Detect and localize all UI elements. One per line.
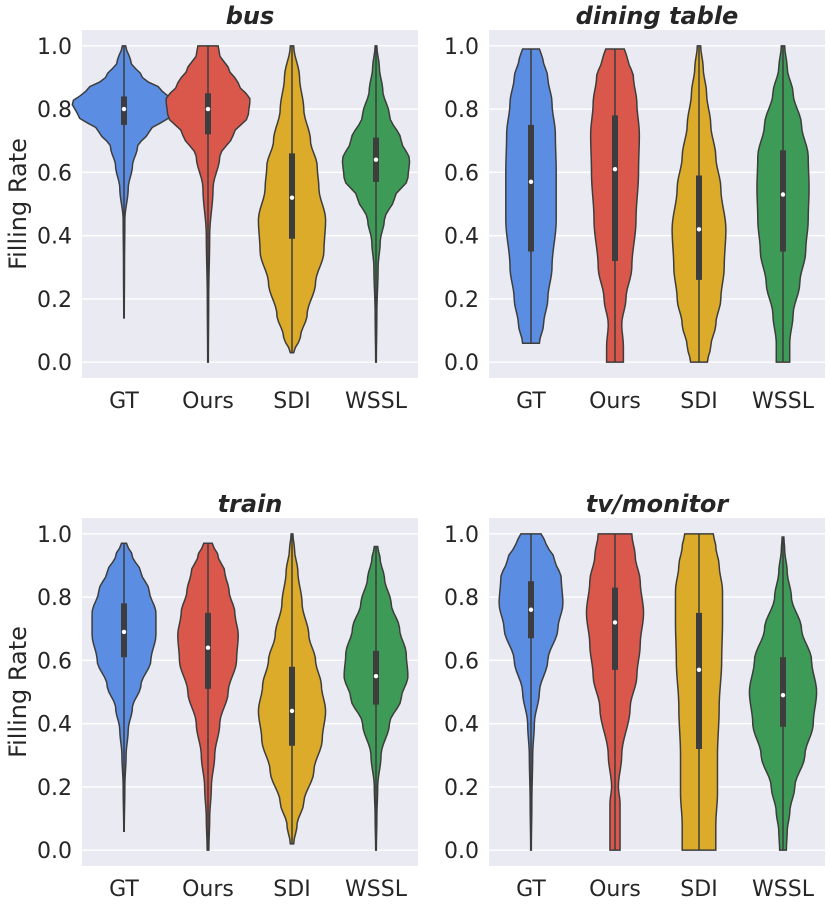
x-tick-label: Ours	[589, 877, 641, 902]
y-tick-label: 0.6	[444, 161, 479, 186]
violin-median-marker	[121, 629, 127, 635]
y-tick-label: 0.0	[444, 839, 479, 864]
chart-panel-1: 0.0 0.2 0.4 0.6 0.8 1.0 GT Ours SDI WSSL bus Fillin…	[4, 2, 418, 414]
y-tick-label: 0.2	[444, 288, 479, 313]
violin-median-marker	[696, 667, 702, 673]
x-tick-label: SDI	[680, 877, 717, 902]
x-tick-label: GT	[109, 389, 139, 414]
violin-median-marker	[612, 167, 618, 172]
y-tick-label: 0.0	[37, 351, 72, 376]
y-axis-label: Filling Rate	[4, 138, 32, 270]
y-tick-label: 0.8	[37, 586, 72, 611]
x-tick-label: SDI	[273, 389, 310, 414]
violin-median-marker	[612, 620, 618, 625]
violin-median-marker	[121, 106, 127, 112]
y-tick-label: 0.6	[37, 649, 72, 674]
x-tick-label: WSSL	[752, 389, 815, 414]
y-tick-label: 0.6	[37, 161, 72, 186]
chart-title: dining table	[576, 2, 739, 30]
x-tick-label: Ours	[589, 389, 641, 414]
y-tick-label: 1.0	[37, 35, 72, 60]
chart-panel-2: 0.0 0.2 0.4 0.6 0.8 1.0 GT Ours SDI WSSL dining ta…	[444, 2, 825, 414]
y-tick-label: 0.0	[444, 351, 479, 376]
x-tick-label: GT	[516, 389, 546, 414]
x-tick-label: Ours	[182, 389, 234, 414]
y-tick-label: 0.4	[444, 713, 479, 738]
chart-title: bus	[226, 2, 275, 30]
y-tick-label: 1.0	[444, 35, 479, 60]
y-tick-label: 0.2	[37, 776, 72, 801]
x-tick-label: GT	[516, 877, 546, 902]
y-tick-label: 0.0	[37, 839, 72, 864]
y-tick-label: 0.8	[37, 98, 72, 123]
y-tick-label: 1.0	[37, 523, 72, 548]
violin-median-marker	[696, 227, 702, 232]
violin-median-marker	[528, 607, 534, 612]
chart-panel-4: 0.0 0.2 0.4 0.6 0.8 1.0 GT Ours SDI WSSL tv/monito…	[444, 490, 825, 902]
y-tick-label: 0.8	[444, 98, 479, 123]
violin-median-marker	[205, 645, 211, 650]
chart-title: tv/monitor	[586, 490, 731, 518]
violin-median-marker	[373, 157, 379, 162]
x-tick-label: WSSL	[345, 389, 408, 414]
chart-title: train	[218, 490, 283, 518]
violin-median-marker	[373, 673, 379, 679]
violin-median-marker	[780, 692, 786, 698]
y-axis-label: Filling Rate	[4, 626, 32, 758]
chart-panel-3: 0.0 0.2 0.4 0.6 0.8 1.0 GT Ours SDI WSSL train Fill…	[4, 490, 418, 902]
x-tick-label: GT	[109, 877, 139, 902]
y-tick-label: 0.4	[444, 225, 479, 250]
y-tick-label: 0.4	[37, 713, 72, 738]
x-tick-label: SDI	[273, 877, 310, 902]
y-tick-label: 0.4	[37, 225, 72, 250]
violin-median-marker	[289, 708, 295, 714]
violin-median-marker	[780, 192, 786, 197]
violin-median-marker	[528, 179, 534, 185]
x-tick-label: WSSL	[752, 877, 815, 902]
y-tick-label: 0.2	[37, 288, 72, 313]
y-tick-label: 0.8	[444, 586, 479, 611]
violin-median-marker	[289, 195, 295, 200]
violin-median-marker	[205, 106, 211, 112]
y-tick-label: 0.2	[444, 776, 479, 801]
x-tick-label: Ours	[182, 877, 234, 902]
x-tick-label: WSSL	[345, 877, 408, 902]
y-tick-label: 1.0	[444, 523, 479, 548]
x-tick-label: SDI	[680, 389, 717, 414]
y-tick-label: 0.6	[444, 649, 479, 674]
